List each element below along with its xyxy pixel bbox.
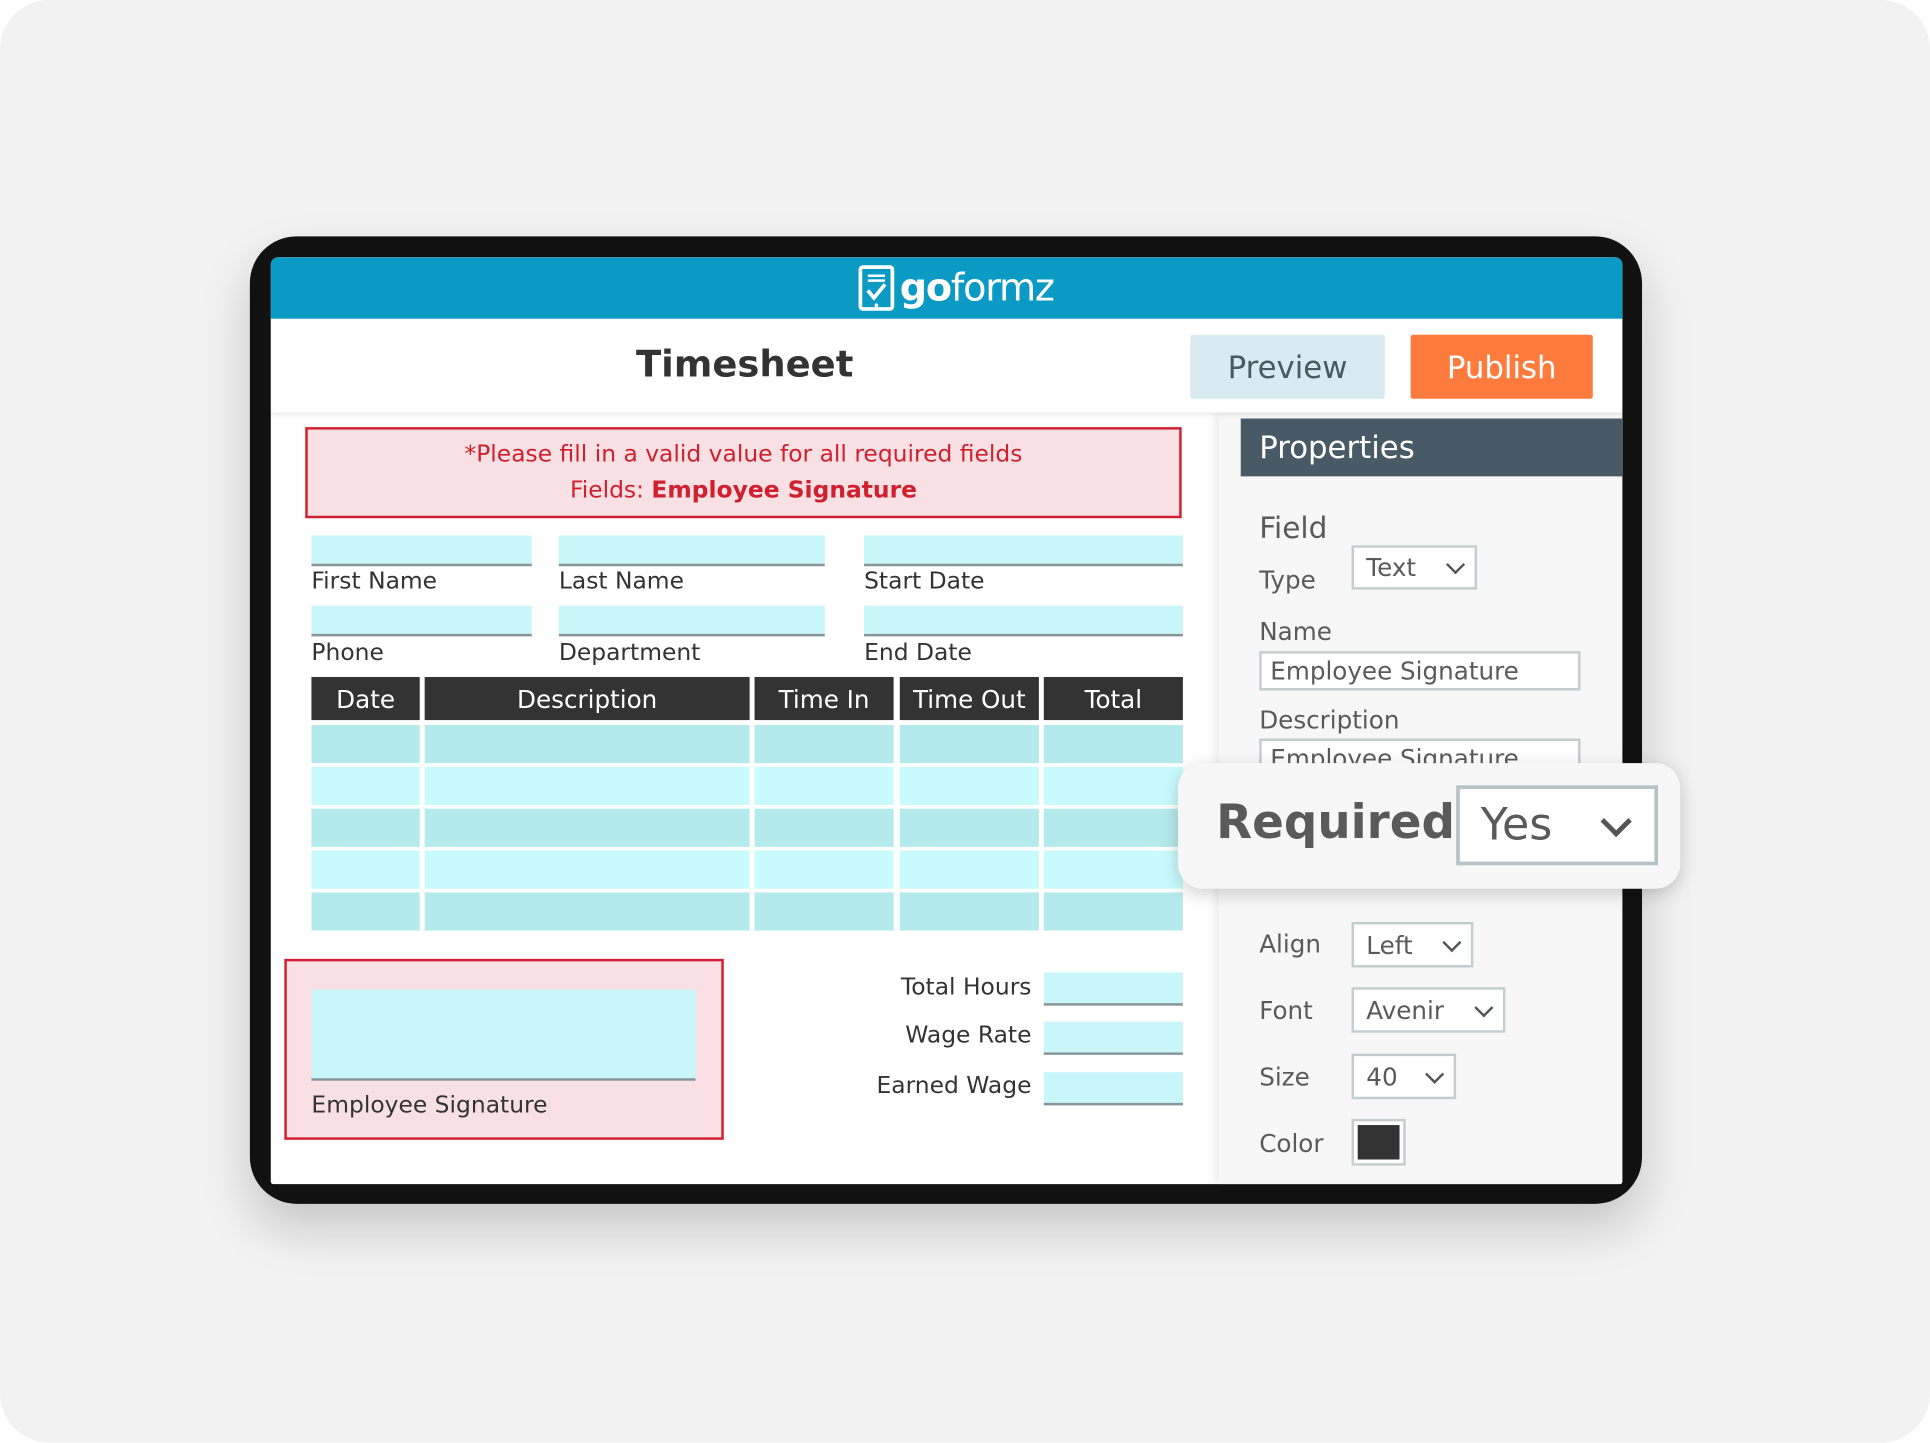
end-date-label: End Date bbox=[864, 638, 972, 666]
required-select[interactable]: Yes bbox=[1456, 785, 1659, 866]
phone-input[interactable] bbox=[311, 605, 532, 637]
earned-wage-input[interactable] bbox=[1043, 1072, 1183, 1106]
table-cell-time-in[interactable] bbox=[754, 892, 894, 931]
error-fields: Fields: Employee Signature bbox=[308, 473, 1179, 509]
required-value: Yes bbox=[1480, 800, 1553, 851]
table-cell-time-out[interactable] bbox=[899, 808, 1039, 847]
table-cell-total[interactable] bbox=[1043, 892, 1183, 931]
table-cell-time-in[interactable] bbox=[754, 850, 894, 889]
chevron-down-icon bbox=[1425, 1064, 1445, 1084]
top-bar: goformz bbox=[270, 257, 1623, 319]
end-date-input[interactable] bbox=[864, 605, 1183, 637]
wage-rate-input[interactable] bbox=[1043, 1021, 1183, 1055]
error-fields-value: Employee Signature bbox=[651, 476, 917, 504]
name-input[interactable]: Employee Signature bbox=[1259, 651, 1581, 691]
size-value: 40 bbox=[1366, 1061, 1398, 1092]
start-date-input[interactable] bbox=[864, 535, 1183, 567]
properties-header: Properties bbox=[1240, 418, 1623, 477]
color-label: Color bbox=[1259, 1128, 1324, 1159]
preview-button[interactable]: Preview bbox=[1190, 334, 1385, 399]
align-value: Left bbox=[1366, 929, 1413, 960]
table-cell-description[interactable] bbox=[424, 892, 750, 931]
signature-pad[interactable] bbox=[311, 989, 696, 1081]
type-label: Type bbox=[1259, 564, 1316, 595]
chevron-down-icon bbox=[1442, 932, 1462, 952]
employee-signature-field[interactable]: Employee Signature bbox=[284, 958, 724, 1140]
table-cell-total[interactable] bbox=[1043, 850, 1183, 889]
table-cell-total[interactable] bbox=[1043, 766, 1183, 806]
earned-wage-label: Earned Wage bbox=[876, 1072, 1032, 1100]
logo-text: goformz bbox=[899, 265, 1055, 311]
phone-label: Phone bbox=[311, 638, 384, 666]
column-header-time-in: Time In bbox=[754, 676, 894, 721]
first-name-input[interactable] bbox=[311, 535, 532, 567]
table-cell-total[interactable] bbox=[1043, 725, 1183, 764]
first-name-label: First Name bbox=[311, 567, 438, 595]
department-label: Department bbox=[558, 638, 701, 666]
font-label: Font bbox=[1259, 995, 1313, 1026]
table-cell-time-in[interactable] bbox=[754, 808, 894, 847]
goformz-logo: goformz bbox=[858, 265, 1055, 312]
start-date-label: Start Date bbox=[864, 567, 985, 595]
publish-button[interactable]: Publish bbox=[1410, 334, 1593, 399]
type-select[interactable]: Text bbox=[1351, 545, 1478, 590]
type-value: Text bbox=[1366, 552, 1417, 583]
chevron-down-icon bbox=[1600, 805, 1632, 837]
chevron-down-icon bbox=[1474, 997, 1494, 1017]
error-fields-prefix: Fields: bbox=[569, 476, 652, 504]
required-label: Required bbox=[1216, 795, 1455, 850]
total-hours-input[interactable] bbox=[1043, 972, 1183, 1006]
font-value: Avenir bbox=[1366, 995, 1444, 1025]
table-cell-date[interactable] bbox=[311, 850, 420, 889]
table-cell-time-in[interactable] bbox=[754, 766, 894, 806]
required-callout: Required Yes bbox=[1177, 763, 1681, 889]
table-cell-description[interactable] bbox=[424, 850, 750, 889]
app-screen: goformz Timesheet Preview Publish *Pleas… bbox=[270, 257, 1623, 1185]
color-swatch-fill bbox=[1357, 1125, 1400, 1160]
table-cell-description[interactable] bbox=[424, 808, 750, 847]
validation-error-banner: *Please fill in a valid value for all re… bbox=[305, 427, 1182, 519]
column-header-date: Date bbox=[311, 676, 420, 721]
table-cell-time-out[interactable] bbox=[899, 766, 1039, 806]
chevron-down-icon bbox=[1445, 555, 1466, 575]
wage-rate-label: Wage Rate bbox=[905, 1021, 1032, 1049]
table-cell-date[interactable] bbox=[311, 766, 420, 806]
color-swatch[interactable] bbox=[1351, 1118, 1406, 1166]
title-bar: Timesheet Preview Publish bbox=[270, 318, 1623, 413]
column-header-time-out: Time Out bbox=[899, 676, 1039, 721]
page-title: Timesheet bbox=[635, 343, 854, 387]
table-cell-date[interactable] bbox=[311, 892, 420, 931]
size-label: Size bbox=[1259, 1062, 1310, 1092]
field-section-title: Field bbox=[1259, 510, 1328, 546]
error-message: *Please fill in a valid value for all re… bbox=[464, 440, 1023, 468]
table-cell-time-out[interactable] bbox=[899, 850, 1039, 889]
tablet-check-icon bbox=[858, 265, 895, 311]
name-label: Name bbox=[1259, 616, 1332, 647]
last-name-label: Last Name bbox=[558, 567, 684, 595]
description-label: Description bbox=[1259, 705, 1400, 735]
table-cell-time-in[interactable] bbox=[754, 725, 894, 764]
column-header-total: Total bbox=[1043, 676, 1183, 721]
table-cell-description[interactable] bbox=[424, 725, 750, 764]
logo-text-bold: go bbox=[899, 265, 952, 311]
table-cell-date[interactable] bbox=[311, 808, 420, 847]
table-cell-time-out[interactable] bbox=[899, 892, 1039, 931]
last-name-input[interactable] bbox=[558, 535, 825, 567]
signature-label: Employee Signature bbox=[311, 1091, 548, 1119]
font-select[interactable]: Avenir bbox=[1351, 987, 1506, 1033]
table-cell-time-out[interactable] bbox=[899, 725, 1039, 764]
logo-text-light: formz bbox=[950, 265, 1055, 311]
table-cell-description[interactable] bbox=[424, 766, 750, 806]
column-header-description: Description bbox=[424, 676, 750, 721]
table-cell-total[interactable] bbox=[1043, 808, 1183, 847]
table-cell-date[interactable] bbox=[311, 725, 420, 764]
department-input[interactable] bbox=[558, 605, 825, 637]
align-label: Align bbox=[1259, 929, 1321, 959]
total-hours-label: Total Hours bbox=[900, 973, 1032, 1001]
size-select[interactable]: 40 bbox=[1351, 1053, 1457, 1100]
align-select[interactable]: Left bbox=[1351, 921, 1474, 968]
